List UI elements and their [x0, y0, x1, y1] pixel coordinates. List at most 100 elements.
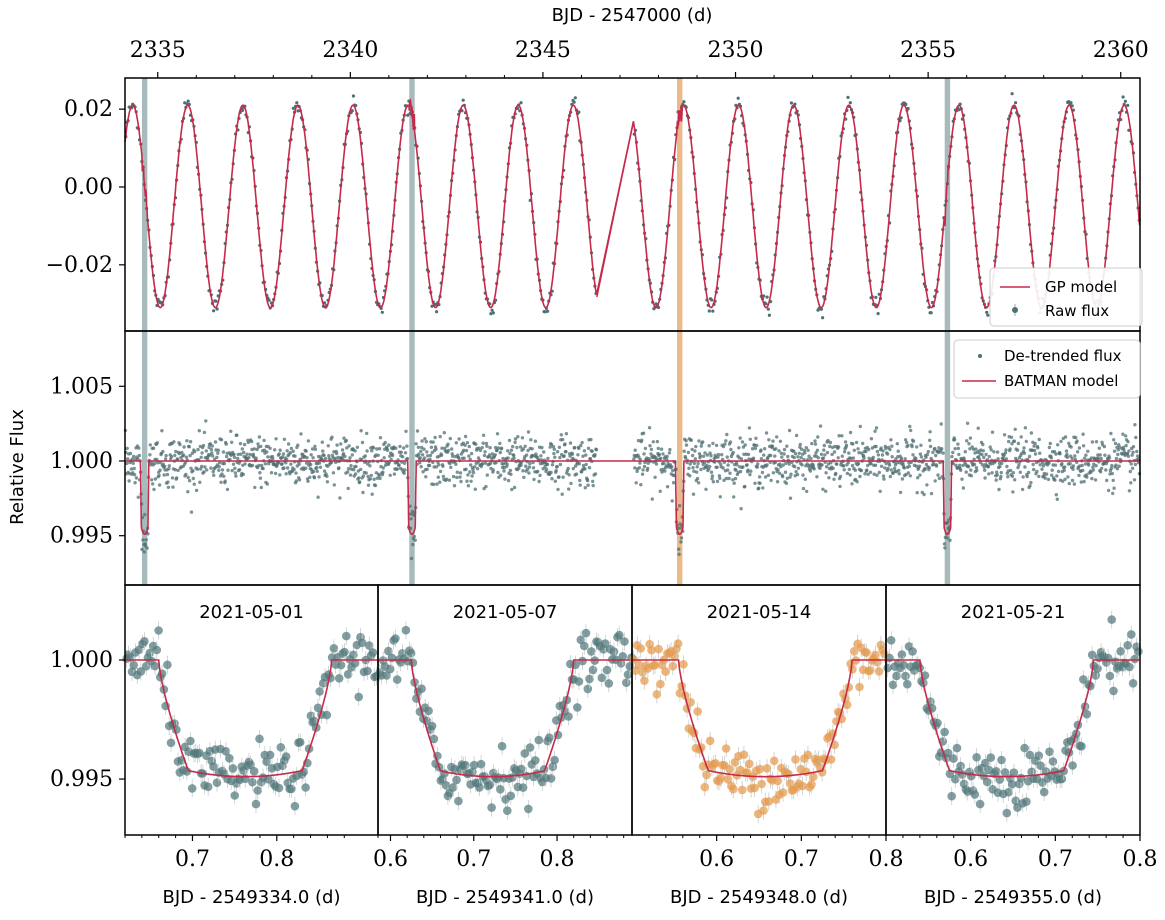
raw-flux-point	[295, 101, 298, 104]
transit-zoom-point	[186, 737, 195, 746]
transit-zoom-point	[603, 666, 612, 675]
detrended-flux-point	[403, 462, 406, 465]
detrended-flux-point	[1063, 465, 1066, 468]
detrended-flux-point	[744, 443, 747, 446]
detrended-flux-point	[494, 453, 497, 456]
detrended-flux-point	[893, 467, 896, 470]
transit-zoom-point	[883, 664, 892, 673]
transit-zoom-point	[301, 783, 310, 792]
detrended-flux-point	[831, 467, 834, 470]
detrended-flux-point	[680, 536, 683, 539]
transit-subplot: 2021-05-010.7 0.8BJD - 2549334.0 (d)	[122, 585, 380, 908]
detrended-flux-point	[312, 470, 315, 473]
detrended-flux-point	[591, 480, 594, 483]
detrended-flux-point	[457, 437, 460, 440]
detrended-flux-point	[936, 473, 939, 476]
detrended-flux-point	[1017, 463, 1020, 466]
detrended-flux-point	[295, 479, 298, 482]
detrended-flux-point	[572, 467, 575, 470]
detrended-flux-point	[465, 449, 468, 452]
detrended-flux-point	[804, 478, 807, 481]
detrended-flux-point	[726, 455, 729, 458]
detrended-flux-point	[1071, 479, 1074, 482]
detrended-flux-point	[222, 450, 225, 453]
transit-zoom-point	[640, 676, 649, 685]
detrended-flux-point	[192, 477, 195, 480]
detrended-flux-point	[929, 445, 932, 448]
transit-zoom-point	[277, 743, 286, 752]
detrended-flux-point	[510, 488, 513, 491]
detrended-flux-legend-label: De-trended flux	[1004, 347, 1122, 365]
detrended-flux-point	[292, 450, 295, 453]
detrended-flux-point	[164, 454, 167, 457]
detrended-flux-point	[918, 465, 921, 468]
detrended-flux-point	[1023, 452, 1026, 455]
detrended-flux-point	[1021, 488, 1024, 491]
detrended-flux-point	[187, 476, 190, 479]
transit-x-tick-label: 0.6	[373, 847, 408, 872]
raw-y-tick-label: −0.02	[46, 253, 113, 278]
detrended-flux-point	[810, 442, 813, 445]
detrended-flux-point	[740, 457, 743, 460]
detrended-flux-point	[402, 446, 405, 449]
detrended-flux-point	[786, 455, 789, 458]
detrended-flux-point	[797, 467, 800, 470]
detrended-flux-point	[655, 462, 658, 465]
detrended-flux-point	[260, 464, 263, 467]
detrended-flux-point	[483, 450, 486, 453]
detrended-flux-point	[862, 457, 865, 460]
detrended-flux-point	[233, 456, 236, 459]
transit-zoom-point	[153, 646, 162, 655]
transit-zoom-point	[622, 678, 631, 687]
detrended-flux-point	[888, 448, 891, 451]
detrended-flux-point	[773, 454, 776, 457]
detrended-flux-point	[268, 447, 271, 450]
detrended-flux-point	[151, 482, 154, 485]
transit-zoom-point	[745, 760, 754, 769]
detrended-flux-point	[129, 452, 132, 455]
detrended-flux-point	[641, 473, 644, 476]
raw-flux-point	[790, 101, 793, 104]
detrended-flux-point	[823, 444, 826, 447]
detrended-flux-point	[729, 448, 732, 451]
detrended-flux-point	[1082, 444, 1085, 447]
detrended-flux-point	[191, 469, 194, 472]
detrended-flux-point	[558, 456, 561, 459]
detrended-flux-point	[1003, 433, 1006, 436]
detrended-flux-point	[881, 453, 884, 456]
detrended-flux-point	[242, 451, 245, 454]
detrended-flux-point	[696, 465, 699, 468]
detrended-flux-point	[247, 456, 250, 459]
raw-flux-point	[352, 94, 355, 97]
detrended-flux-point	[335, 452, 338, 455]
detrended-flux-point	[679, 540, 682, 543]
detrended-flux-point	[509, 469, 512, 472]
detrended-flux-point	[1103, 454, 1106, 457]
detrended-flux-point	[719, 495, 722, 498]
detrended-flux-point	[571, 453, 574, 456]
transit-zoom-point	[779, 788, 788, 797]
detrended-flux-point	[1071, 468, 1074, 471]
detrended-flux-point	[292, 468, 295, 471]
detrended-flux-point	[1028, 455, 1031, 458]
detrended-flux-point	[798, 452, 801, 455]
detrended-flux-point	[948, 539, 951, 542]
detrended-flux-point	[498, 442, 501, 445]
detrended-flux-point	[724, 439, 727, 442]
detrended-flux-point	[397, 463, 400, 466]
detrended-flux-point	[966, 422, 969, 425]
detrended-flux-point	[351, 453, 354, 456]
detrended-flux-point	[668, 451, 671, 454]
transit-zoom-point	[706, 737, 715, 746]
detrended-flux-point	[813, 439, 816, 442]
detrended-flux-point	[725, 433, 728, 436]
detrended-flux-point	[901, 477, 904, 480]
transit-zoom-point	[1116, 647, 1125, 656]
raw-flux-point	[1124, 100, 1127, 103]
detrended-flux-point	[558, 446, 561, 449]
detrended-flux-point	[677, 548, 680, 551]
detrended-flux-point	[421, 453, 424, 456]
transit-zoom-point	[1020, 744, 1029, 753]
detrended-flux-point	[1109, 432, 1112, 435]
raw-flux-legend-swatch	[1012, 307, 1018, 313]
